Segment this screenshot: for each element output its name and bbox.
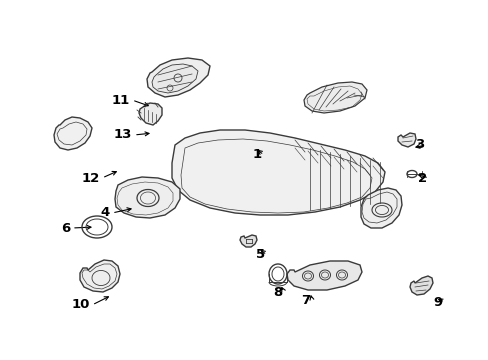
- Polygon shape: [115, 177, 180, 218]
- Polygon shape: [152, 64, 198, 93]
- Text: 6: 6: [61, 221, 70, 234]
- Polygon shape: [240, 235, 257, 247]
- Polygon shape: [304, 82, 366, 113]
- Text: 7: 7: [300, 293, 309, 306]
- Text: 3: 3: [414, 139, 423, 152]
- Text: 8: 8: [272, 285, 282, 298]
- Text: 4: 4: [101, 207, 110, 220]
- Text: 11: 11: [112, 94, 130, 107]
- Text: 2: 2: [417, 171, 426, 184]
- Polygon shape: [54, 117, 92, 150]
- Text: 1: 1: [252, 148, 262, 162]
- Polygon shape: [172, 130, 384, 215]
- Polygon shape: [409, 276, 432, 295]
- Polygon shape: [139, 103, 162, 125]
- Text: 5: 5: [255, 248, 264, 261]
- Polygon shape: [80, 260, 120, 292]
- Text: 10: 10: [71, 298, 90, 311]
- Text: 9: 9: [433, 296, 442, 309]
- Polygon shape: [397, 133, 415, 147]
- Polygon shape: [147, 58, 209, 97]
- Text: 13: 13: [113, 129, 132, 141]
- Text: 12: 12: [81, 171, 100, 184]
- Polygon shape: [286, 261, 361, 290]
- Polygon shape: [360, 188, 401, 228]
